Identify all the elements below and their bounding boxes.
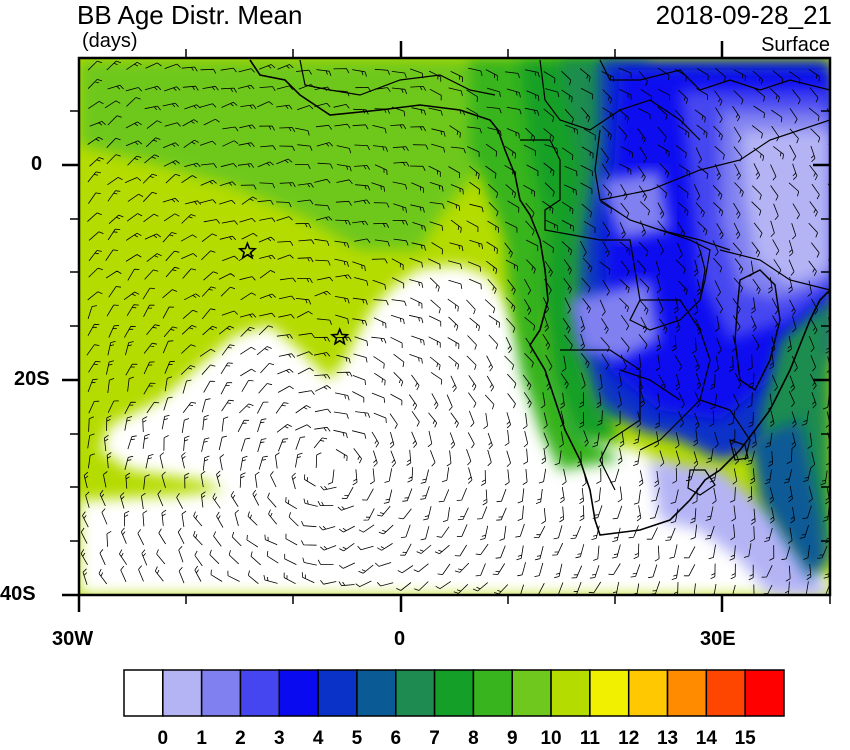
colorbar-tick-label: 7 bbox=[429, 728, 440, 749]
colorbar-tick-label: 4 bbox=[312, 728, 324, 749]
colorbar-tick-label: 12 bbox=[618, 728, 640, 749]
level-label: Surface bbox=[761, 34, 830, 56]
colorbar-swatch bbox=[395, 669, 436, 717]
minor-ticks bbox=[70, 49, 831, 604]
units-label: (days) bbox=[82, 30, 138, 52]
colorbar-swatch bbox=[433, 669, 475, 717]
colorbar-tick-label: 5 bbox=[351, 728, 363, 749]
colorbar-swatch bbox=[356, 669, 397, 717]
star-marker bbox=[237, 241, 258, 260]
colorbar-swatch bbox=[666, 669, 708, 717]
colorbar-swatch bbox=[278, 669, 319, 717]
x-label-30w: 30W bbox=[52, 628, 94, 650]
x-label-0: 0 bbox=[394, 628, 406, 650]
colorbar-swatch bbox=[627, 669, 669, 717]
colorbar-swatch bbox=[123, 669, 164, 717]
map-title: BB Age Distr. Mean bbox=[77, 0, 303, 30]
site-markers bbox=[237, 241, 350, 346]
colorbar-tick-label: 1 bbox=[196, 728, 207, 749]
y-label-40s: 40S bbox=[0, 583, 36, 605]
star-marker bbox=[330, 327, 350, 346]
colorbar-swatch bbox=[200, 669, 242, 717]
colorbar-swatch bbox=[589, 669, 630, 717]
datetime-label: 2018-09-28_21 bbox=[655, 0, 832, 30]
colorbar-swatch bbox=[705, 669, 746, 717]
wind-barbs bbox=[80, 60, 830, 595]
colorbar-tick-label: 10 bbox=[540, 728, 562, 749]
colorbar-swatch bbox=[239, 669, 281, 717]
wind-barb-field bbox=[80, 60, 830, 595]
colorbar-tick-label: 8 bbox=[468, 728, 479, 749]
colorbar-swatch bbox=[744, 669, 785, 717]
colorbar-swatch bbox=[162, 669, 203, 717]
colorbar-tick-label: 6 bbox=[390, 728, 402, 749]
axis-ticks bbox=[62, 41, 830, 612]
colorbar-tick-label: 9 bbox=[506, 728, 518, 749]
colorbar-swatch bbox=[550, 669, 591, 717]
colorbar-swatch bbox=[511, 669, 552, 717]
colorbar-tick-label: 2 bbox=[235, 728, 246, 749]
colorbar-tick-label: 15 bbox=[734, 728, 756, 749]
x-label-30e: 30E bbox=[700, 628, 736, 650]
colorbar-tick-label: 14 bbox=[695, 728, 717, 749]
colorbar-tick-label: 3 bbox=[273, 728, 285, 749]
colorbar-tick-label: 13 bbox=[656, 728, 679, 749]
colorbar-swatch bbox=[317, 669, 358, 717]
y-label-20s: 20S bbox=[14, 368, 50, 390]
colorbar-tick-label: 0 bbox=[157, 728, 169, 749]
colorbar-tick-label: 11 bbox=[579, 728, 600, 749]
colorbar-swatch bbox=[472, 669, 513, 717]
y-label-0: 0 bbox=[31, 153, 43, 175]
colorbar bbox=[123, 669, 785, 717]
